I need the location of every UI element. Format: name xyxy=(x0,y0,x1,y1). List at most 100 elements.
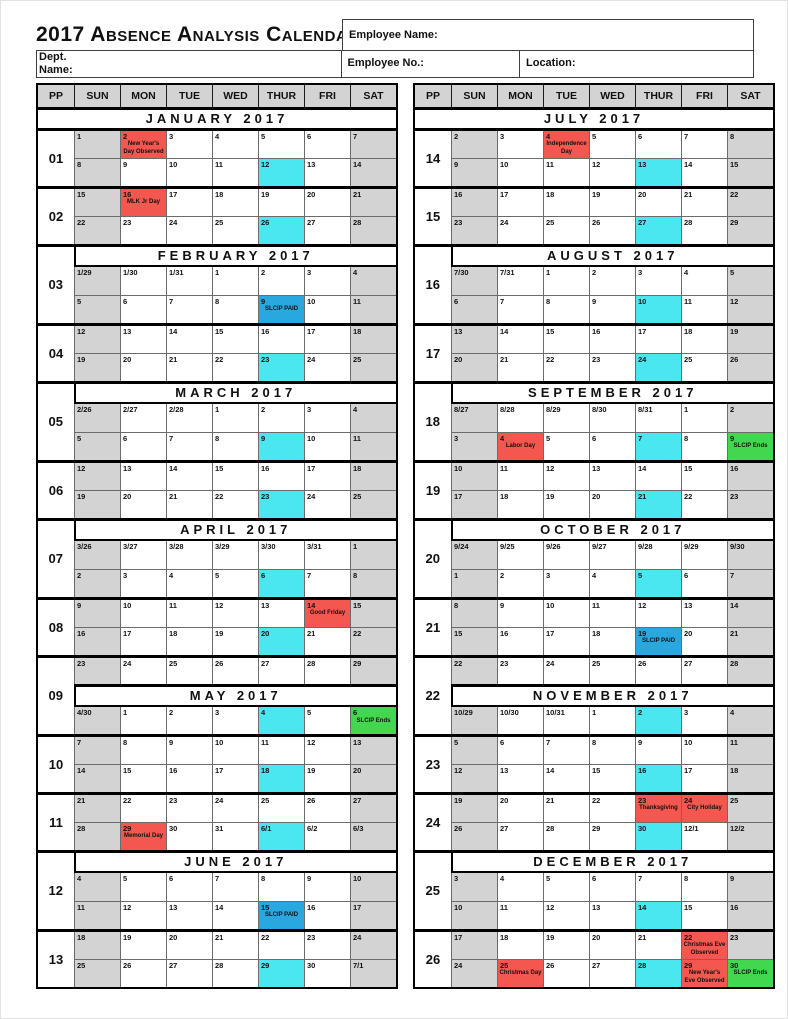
header-row-1: 2017 Absence Analysis Calendar Employee … xyxy=(36,19,754,51)
date-number: 17 xyxy=(546,628,555,638)
date-number: 6 xyxy=(500,737,505,747)
day-header-pp: PP xyxy=(413,83,452,109)
date-number: 9 xyxy=(638,737,643,747)
day-cell: 27 xyxy=(258,654,305,686)
date-number: 24 xyxy=(454,960,463,970)
date-number: 24 xyxy=(307,491,316,501)
date-number: 15 xyxy=(592,765,601,775)
day-cell: 16 xyxy=(727,459,775,491)
month-header: JANUARY 2017 xyxy=(36,106,398,130)
date-number: 14 xyxy=(684,159,693,169)
pay-period-14: 14 xyxy=(413,127,452,188)
day-cell: 5 xyxy=(258,127,305,159)
day-cell: 23 xyxy=(727,928,775,960)
day-cell: 1 xyxy=(212,402,259,433)
day-cell: 18 xyxy=(497,489,544,520)
day-cell: 4 xyxy=(74,871,121,902)
employee-name-field[interactable]: Employee Name: xyxy=(342,19,754,51)
day-cell: 12 xyxy=(304,733,351,765)
date-number: 10 xyxy=(638,296,647,306)
day-cell: 7 xyxy=(727,568,775,599)
day-annotation: New Year's Day Observed xyxy=(123,141,164,155)
date-number: 3/31 xyxy=(307,542,322,551)
day-cell: 22 xyxy=(350,626,398,657)
date-number: 26 xyxy=(123,960,132,970)
day-cell: 12 xyxy=(120,900,167,931)
date-number: 6 xyxy=(638,131,643,141)
date-number: 3/27 xyxy=(123,542,138,551)
day-cell: 7 xyxy=(304,568,351,599)
date-number: 12 xyxy=(592,159,601,169)
employee-no-label: Employee No.: xyxy=(347,57,424,70)
day-cell: 25 xyxy=(258,791,305,823)
date-number: 21 xyxy=(638,491,647,501)
employee-no-field[interactable]: Employee No.: xyxy=(340,49,521,78)
day-cell: 22 xyxy=(543,352,590,383)
date-number: 30 xyxy=(169,823,178,833)
date-number: 10 xyxy=(454,902,463,912)
date-number: 11 xyxy=(730,737,738,747)
date-number: 26 xyxy=(261,217,270,227)
day-cell: 9/24 xyxy=(451,539,498,570)
date-number: 1 xyxy=(592,708,597,717)
date-number: 2 xyxy=(500,570,505,580)
date-number: 31 xyxy=(215,823,224,833)
day-cell: 3 xyxy=(451,431,498,462)
dept-name-field[interactable]: Dept. Name: xyxy=(36,49,342,78)
day-cell: 29 xyxy=(727,215,775,246)
date-number: 1 xyxy=(123,708,128,717)
day-cell: 2/26 xyxy=(74,402,121,433)
day-cell: 11 xyxy=(258,733,305,765)
day-cell: 9 xyxy=(120,157,167,188)
day-cell: 21 xyxy=(166,489,213,520)
day-cell: 8/29 xyxy=(543,402,590,433)
day-cell: 22 xyxy=(74,215,121,246)
day-cell: 5 xyxy=(451,733,498,765)
day-cell: 16 xyxy=(258,459,305,491)
day-cell: 27 xyxy=(681,654,728,686)
day-cell: 9 xyxy=(304,871,351,902)
pay-period-19: 19 xyxy=(413,459,452,520)
date-number: 4 xyxy=(215,131,220,141)
date-number: 18 xyxy=(353,326,362,336)
day-cell: 20 xyxy=(120,352,167,383)
date-number: 2 xyxy=(592,268,597,277)
location-field[interactable]: Location: xyxy=(519,49,754,78)
day-cell: 27 xyxy=(166,958,213,989)
day-cell: 2 xyxy=(451,127,498,159)
day-cell: 14 xyxy=(543,763,590,794)
date-number: 6 xyxy=(169,874,174,883)
day-cell: 16 xyxy=(497,626,544,657)
date-number: 3 xyxy=(169,131,174,141)
date-number: 16 xyxy=(261,463,270,473)
date-number: 19 xyxy=(261,189,270,199)
day-cell: 22 xyxy=(681,489,728,520)
date-number: 16 xyxy=(500,628,509,638)
day-cell: 27 xyxy=(350,791,398,823)
day-cell: 7 xyxy=(635,431,682,462)
day-cell: 14 xyxy=(166,459,213,491)
day-cell: 8/31 xyxy=(635,402,682,433)
date-number: 30 xyxy=(638,823,647,833)
date-number: 2 xyxy=(454,131,459,141)
day-cell: 7 xyxy=(497,294,544,325)
date-number: 28 xyxy=(77,823,86,833)
date-number: 10 xyxy=(454,463,463,473)
date-number: 9/25 xyxy=(500,542,515,551)
day-cell: 4 Independence Day xyxy=(543,127,590,159)
day-cell: 13 xyxy=(304,157,351,188)
day-cell: 10 xyxy=(120,596,167,628)
day-cell: 12/2 xyxy=(727,821,775,852)
date-number: 19 xyxy=(77,354,86,364)
date-number: 8 xyxy=(454,600,459,610)
month-header: JULY 2017 xyxy=(413,106,775,130)
day-cell: 7 xyxy=(166,431,213,462)
date-number: 19 xyxy=(546,491,555,501)
day-cell: 24 xyxy=(212,791,259,823)
date-number: 21 xyxy=(215,932,224,942)
date-number: 21 xyxy=(684,189,693,199)
date-number: 7 xyxy=(77,737,82,747)
date-number: 24 xyxy=(638,354,647,364)
day-cell: 26 xyxy=(212,654,259,686)
date-number: 21 xyxy=(730,628,739,638)
